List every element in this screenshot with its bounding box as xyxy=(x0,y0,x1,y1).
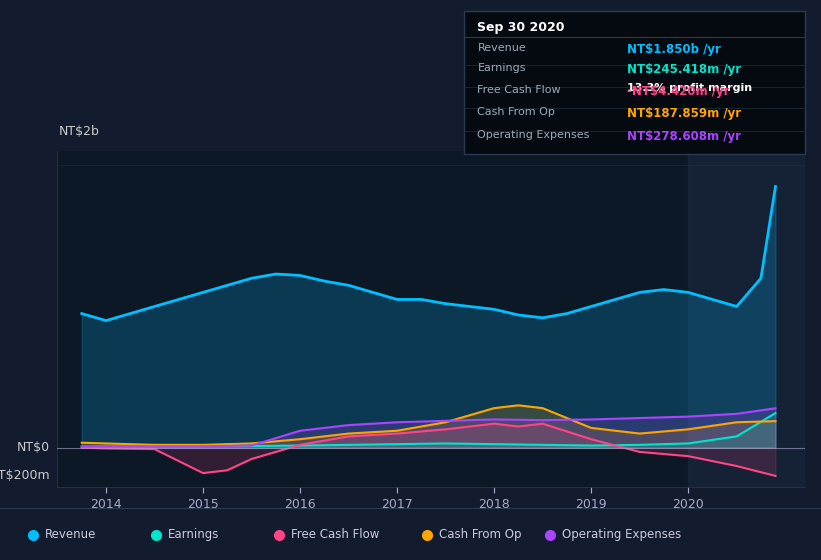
Text: NT$187.859m /yr: NT$187.859m /yr xyxy=(627,107,741,120)
Text: NT$245.418m /yr: NT$245.418m /yr xyxy=(627,63,741,76)
Text: -NT$4.420m /yr: -NT$4.420m /yr xyxy=(627,86,730,99)
Text: Earnings: Earnings xyxy=(168,528,220,542)
Text: Cash From Op: Cash From Op xyxy=(439,528,521,542)
Text: NT$278.608m /yr: NT$278.608m /yr xyxy=(627,130,741,143)
Text: Free Cash Flow: Free Cash Flow xyxy=(478,86,561,95)
Text: Free Cash Flow: Free Cash Flow xyxy=(291,528,380,542)
Text: -NT$200m: -NT$200m xyxy=(0,469,50,482)
Text: NT$2b: NT$2b xyxy=(59,125,100,138)
Text: NT$1.850b /yr: NT$1.850b /yr xyxy=(627,43,722,55)
Text: Sep 30 2020: Sep 30 2020 xyxy=(478,21,565,34)
Text: 13.3% profit margin: 13.3% profit margin xyxy=(627,83,753,92)
Text: Operating Expenses: Operating Expenses xyxy=(562,528,681,542)
Text: NT$0: NT$0 xyxy=(17,441,50,454)
Bar xyxy=(688,151,805,487)
Text: Revenue: Revenue xyxy=(45,528,97,542)
FancyBboxPatch shape xyxy=(464,11,805,154)
Text: Earnings: Earnings xyxy=(478,63,526,73)
Text: Operating Expenses: Operating Expenses xyxy=(478,130,589,140)
Text: Revenue: Revenue xyxy=(478,43,526,53)
Text: Cash From Op: Cash From Op xyxy=(478,107,555,117)
